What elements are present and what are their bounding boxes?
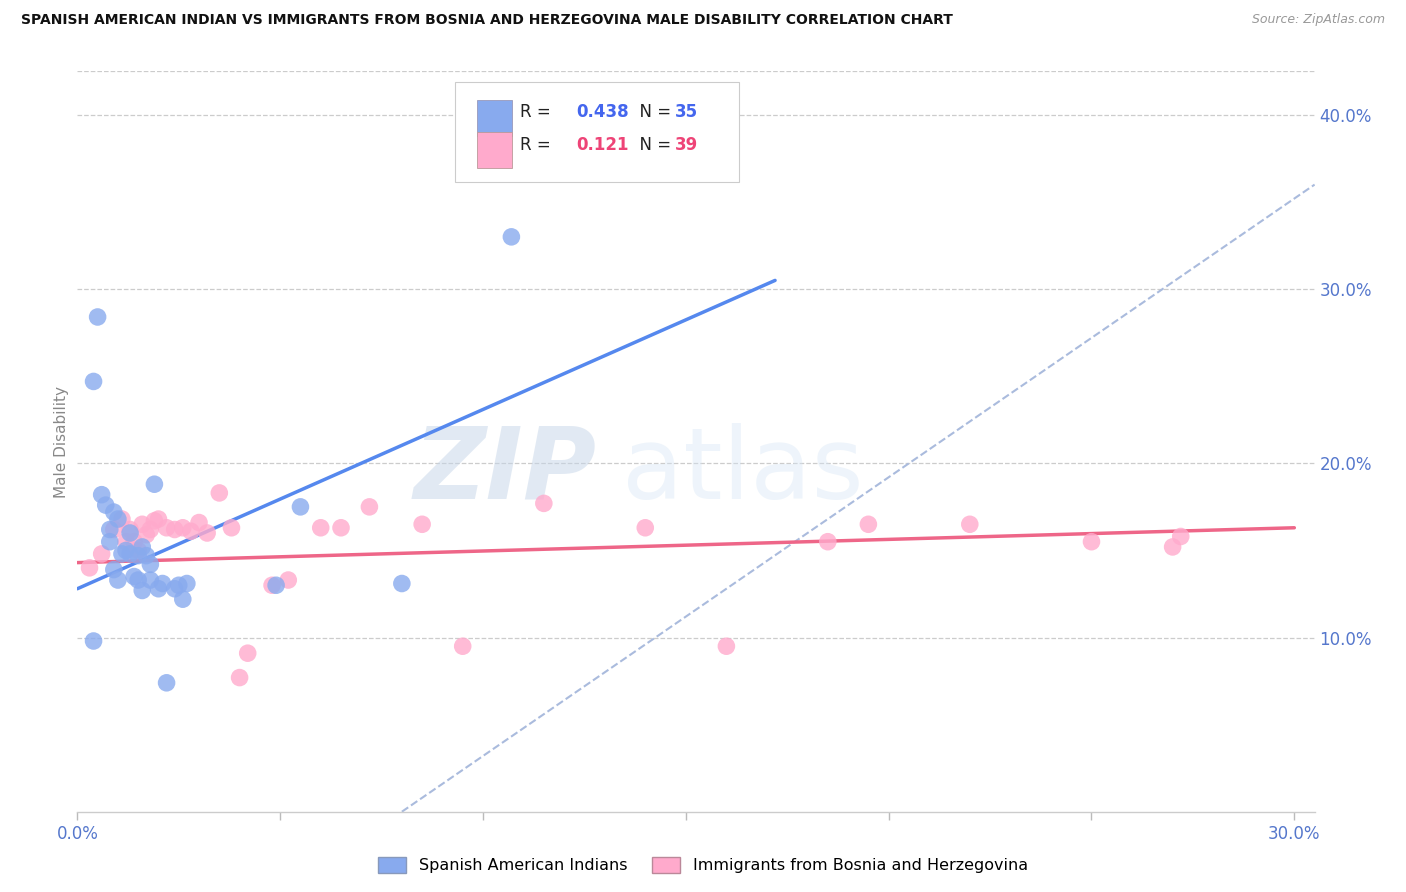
Point [208,486,231,500]
Text: R =: R = [520,136,557,154]
Point [143,477,166,491]
Point [131,517,153,532]
Point [221,521,243,535]
Point [264,578,287,592]
Point [122,569,145,583]
Point [83,634,105,648]
Point [122,534,145,549]
Point [451,639,474,653]
Text: 0.438: 0.438 [576,103,628,121]
Point [163,523,186,537]
Point [155,675,177,690]
Point [115,543,138,558]
Point [501,230,523,244]
Point [391,576,413,591]
Point [107,573,129,587]
Point [86,310,108,324]
Point [180,524,202,539]
Text: Source: ZipAtlas.com: Source: ZipAtlas.com [1251,13,1385,27]
Text: R =: R = [520,103,557,121]
Point [155,521,177,535]
Point [135,527,157,541]
Point [195,526,218,541]
FancyBboxPatch shape [454,82,740,183]
Point [111,512,134,526]
Point [135,549,157,563]
Point [959,517,981,532]
Point [139,523,162,537]
Point [228,671,250,685]
FancyBboxPatch shape [477,132,512,168]
Point [817,534,839,549]
Point [103,523,125,537]
Text: 39: 39 [675,136,699,154]
Point [90,488,112,502]
Point [83,375,105,389]
Point [172,592,194,607]
Point [236,646,259,660]
Point [120,547,142,561]
Point [120,526,142,541]
Point [858,517,880,532]
Text: N =: N = [628,103,676,121]
Point [260,578,283,592]
Point [1161,540,1184,554]
Y-axis label: Male Disability: Male Disability [53,385,69,498]
Point [115,534,138,549]
Point [131,540,153,554]
Text: atlas: atlas [621,423,863,520]
Text: ZIP: ZIP [413,423,598,520]
Point [127,543,149,558]
Text: 35: 35 [675,103,697,121]
Point [163,582,186,596]
Point [120,523,142,537]
Point [148,512,170,526]
Legend: Spanish American Indians, Immigrants from Bosnia and Herzegovina: Spanish American Indians, Immigrants fro… [371,850,1035,880]
Point [1080,534,1102,549]
Point [107,512,129,526]
Point [98,534,121,549]
Text: N =: N = [628,136,676,154]
Point [634,521,657,535]
Point [309,521,332,535]
Text: SPANISH AMERICAN INDIAN VS IMMIGRANTS FROM BOSNIA AND HERZEGOVINA MALE DISABILIT: SPANISH AMERICAN INDIAN VS IMMIGRANTS FR… [21,13,953,28]
Point [127,573,149,587]
Point [533,496,555,510]
FancyBboxPatch shape [477,100,512,136]
Point [148,582,170,596]
Point [139,558,162,572]
Point [176,576,198,591]
Point [1170,529,1192,543]
Point [143,514,166,528]
Point [330,521,353,535]
Point [172,521,194,535]
Point [94,498,117,512]
Point [103,563,125,577]
Point [79,561,101,575]
Point [716,639,738,653]
Point [290,500,312,514]
Point [359,500,381,514]
Point [90,547,112,561]
Point [167,578,190,592]
Point [411,517,433,532]
Point [277,573,299,587]
Point [98,523,121,537]
Point [188,516,211,530]
Point [127,549,149,563]
Point [131,583,153,598]
Point [152,576,174,591]
Point [103,505,125,519]
Point [139,573,162,587]
Text: 0.121: 0.121 [576,136,628,154]
Point [111,547,134,561]
